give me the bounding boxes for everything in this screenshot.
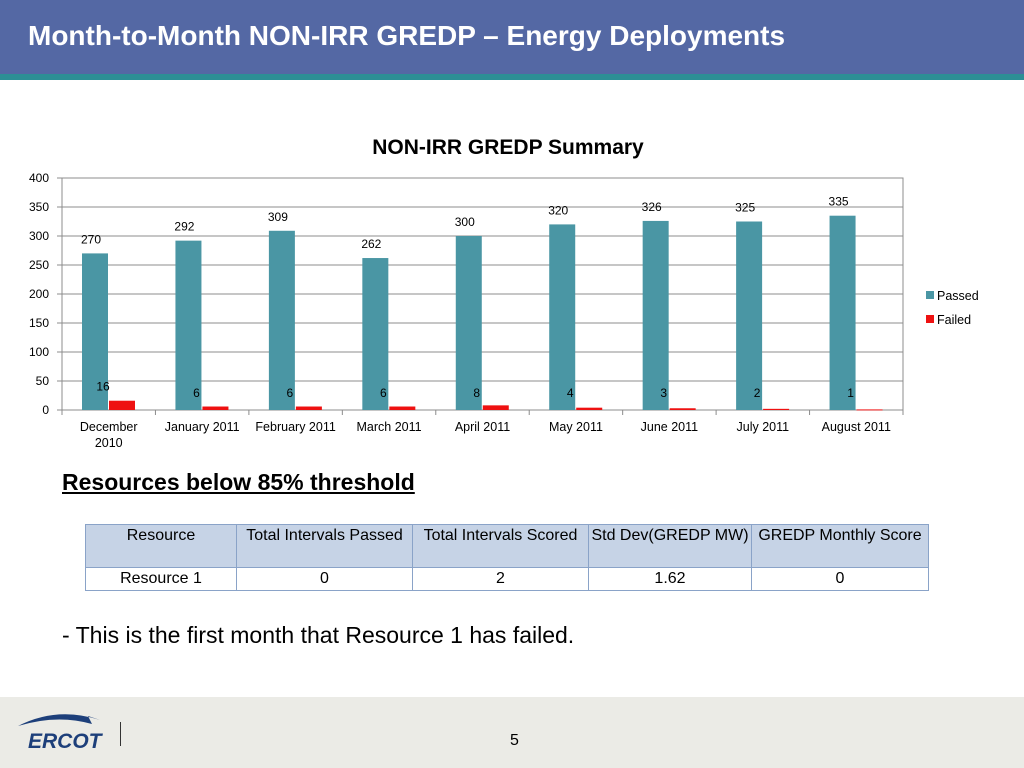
data-label-passed: 262	[361, 237, 381, 251]
legend-swatch-passed	[926, 291, 934, 299]
data-label-passed: 270	[81, 232, 101, 246]
title-bar	[0, 0, 1024, 74]
y-tick-label: 0	[42, 403, 49, 417]
data-label-passed: 292	[174, 220, 194, 234]
x-tick-label: July 2011	[737, 420, 790, 434]
header-intervals-scored: Total Intervals Scored	[412, 524, 589, 568]
table-header-row: Resource Total Intervals Passed Total In…	[85, 524, 929, 568]
y-tick-label: 300	[29, 229, 49, 243]
bar-passed	[268, 230, 295, 410]
header-std-dev: Std Dev(GREDP MW)	[588, 524, 752, 568]
cell-intervals-passed: 0	[236, 567, 413, 591]
cell-intervals-scored: 2	[412, 567, 589, 591]
y-tick-label: 50	[36, 374, 50, 388]
data-label-passed: 325	[735, 201, 755, 215]
bar-failed	[109, 400, 135, 410]
x-tick-label: January 2011	[165, 420, 240, 434]
data-label-failed: 4	[567, 386, 574, 400]
header-monthly-score: GREDP Monthly Score	[751, 524, 929, 568]
ercot-logo: ERCOT	[12, 708, 108, 757]
x-tick-label: August 2011	[822, 420, 891, 434]
bar-passed	[642, 220, 669, 410]
x-tick-label: December	[80, 420, 138, 434]
bar-failed	[482, 405, 509, 410]
bar-failed	[856, 409, 883, 411]
data-label-failed: 1	[847, 386, 854, 400]
x-tick-label: March 2011	[357, 420, 422, 434]
data-label-failed: 6	[380, 386, 387, 400]
data-label-passed: 300	[455, 215, 475, 229]
bar-failed	[669, 408, 696, 410]
legend-label-failed: Failed	[937, 313, 971, 327]
cell-resource: Resource 1	[85, 567, 237, 591]
title-bar-stripe	[0, 74, 1024, 80]
y-tick-label: 400	[29, 171, 49, 185]
chart-title: NON-IRR GREDP Summary	[372, 136, 644, 159]
bar-failed	[389, 406, 416, 410]
logo-wordmark: ERCOT	[28, 730, 104, 752]
legend-swatch-failed	[926, 315, 934, 323]
x-tick-label: June 2011	[641, 420, 699, 434]
data-label-failed: 3	[660, 386, 667, 400]
data-label-failed: 8	[473, 386, 480, 400]
data-label-failed: 2	[754, 386, 761, 400]
bar-chart: NON-IRR GREDP Summary 0 50 100 150 200 250 300 3…	[29, 136, 979, 450]
legend-label-passed: Passed	[937, 289, 979, 303]
bar-passed	[736, 221, 763, 410]
x-tick-label: May 2011	[549, 420, 603, 434]
footer-divider	[120, 722, 121, 746]
cell-std-dev: 1.62	[588, 567, 752, 591]
y-tick-label: 150	[29, 316, 49, 330]
bar-failed	[295, 406, 322, 410]
data-label-passed: 320	[548, 203, 568, 217]
header-intervals-passed: Total Intervals Passed	[236, 524, 413, 568]
bar-failed	[576, 407, 603, 410]
bar-passed	[175, 240, 202, 410]
data-label-passed: 326	[642, 200, 662, 214]
data-label-failed: 6	[193, 386, 200, 400]
data-label-passed: 309	[268, 210, 288, 224]
x-tick-label: April 2011	[455, 420, 510, 434]
footer-bar	[0, 697, 1024, 768]
note-text: - This is the first month that Resource …	[62, 622, 575, 648]
slide-title: Month-to-Month NON-IRR GREDP – Energy De…	[28, 20, 786, 51]
bar-failed	[202, 406, 229, 410]
table-row: Resource 1 0 2 1.62 0	[85, 567, 929, 591]
bar-passed	[82, 253, 108, 410]
resources-table: Resource Total Intervals Passed Total In…	[85, 524, 929, 591]
bar-passed	[362, 258, 389, 410]
data-label-passed: 335	[829, 195, 849, 209]
y-tick-label: 200	[29, 287, 49, 301]
bar-failed	[763, 408, 790, 410]
x-tick-label: 2010	[95, 436, 123, 450]
y-tick-label: 100	[29, 345, 49, 359]
bar-passed	[549, 224, 576, 410]
bar-passed	[829, 215, 856, 410]
bar-passed	[455, 236, 482, 410]
page-number: 5	[510, 732, 519, 749]
x-tick-label: February 2011	[255, 420, 335, 434]
y-tick-label: 350	[29, 200, 49, 214]
section-heading: Resources below 85% threshold	[62, 469, 415, 495]
data-label-failed: 6	[287, 386, 294, 400]
cell-monthly-score: 0	[751, 567, 929, 591]
header-resource: Resource	[85, 524, 237, 568]
y-tick-label: 250	[29, 258, 49, 272]
data-label-failed: 16	[96, 380, 110, 394]
